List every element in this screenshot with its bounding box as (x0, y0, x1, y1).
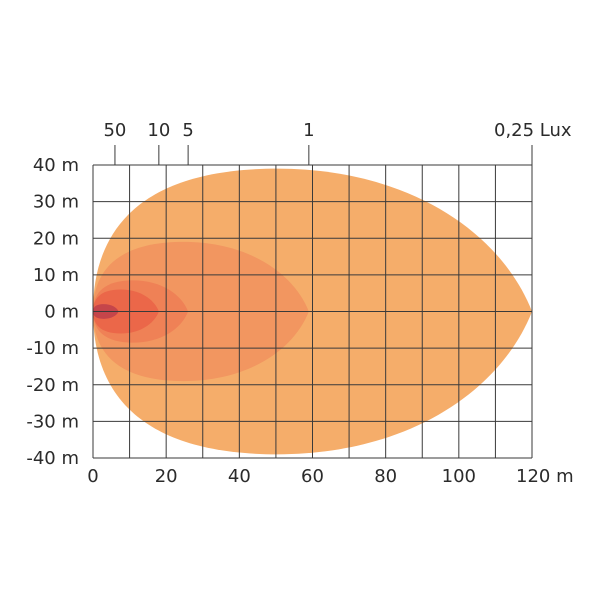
lux-label: 10 (147, 120, 170, 141)
x-tick-label: 100 (442, 466, 476, 487)
x-tick-label: 0 (87, 466, 98, 487)
y-tick-label: 0 m (44, 302, 79, 323)
lux-label: 0,25 Lux (494, 120, 572, 141)
x-tick-label: 40 (228, 466, 251, 487)
y-tick-label: -40 m (26, 448, 79, 469)
y-tick-label: 10 m (33, 265, 79, 286)
axis-labels: 0 20 40 60 80 100 120 m 40 m 30 m 20 m 10 m 0 m -10 … (26, 120, 573, 487)
y-tick-label: 20 m (33, 228, 79, 249)
tick-marks (114, 145, 533, 165)
x-tick-label: 60 (301, 466, 324, 487)
grid-lines (92, 164, 533, 459)
y-tick-label: 30 m (33, 192, 79, 213)
y-tick-label: -10 m (26, 338, 79, 359)
lux-label: 5 (182, 120, 193, 141)
x-tick-label: 120 m (516, 466, 574, 487)
x-tick-label: 20 (155, 466, 178, 487)
y-tick-label: 40 m (33, 155, 79, 176)
y-tick-label: -30 m (26, 411, 79, 432)
y-tick-label: -20 m (26, 375, 79, 396)
lux-label: 50 (103, 120, 126, 141)
x-tick-label: 80 (374, 466, 397, 487)
lux-label: 1 (303, 120, 314, 141)
